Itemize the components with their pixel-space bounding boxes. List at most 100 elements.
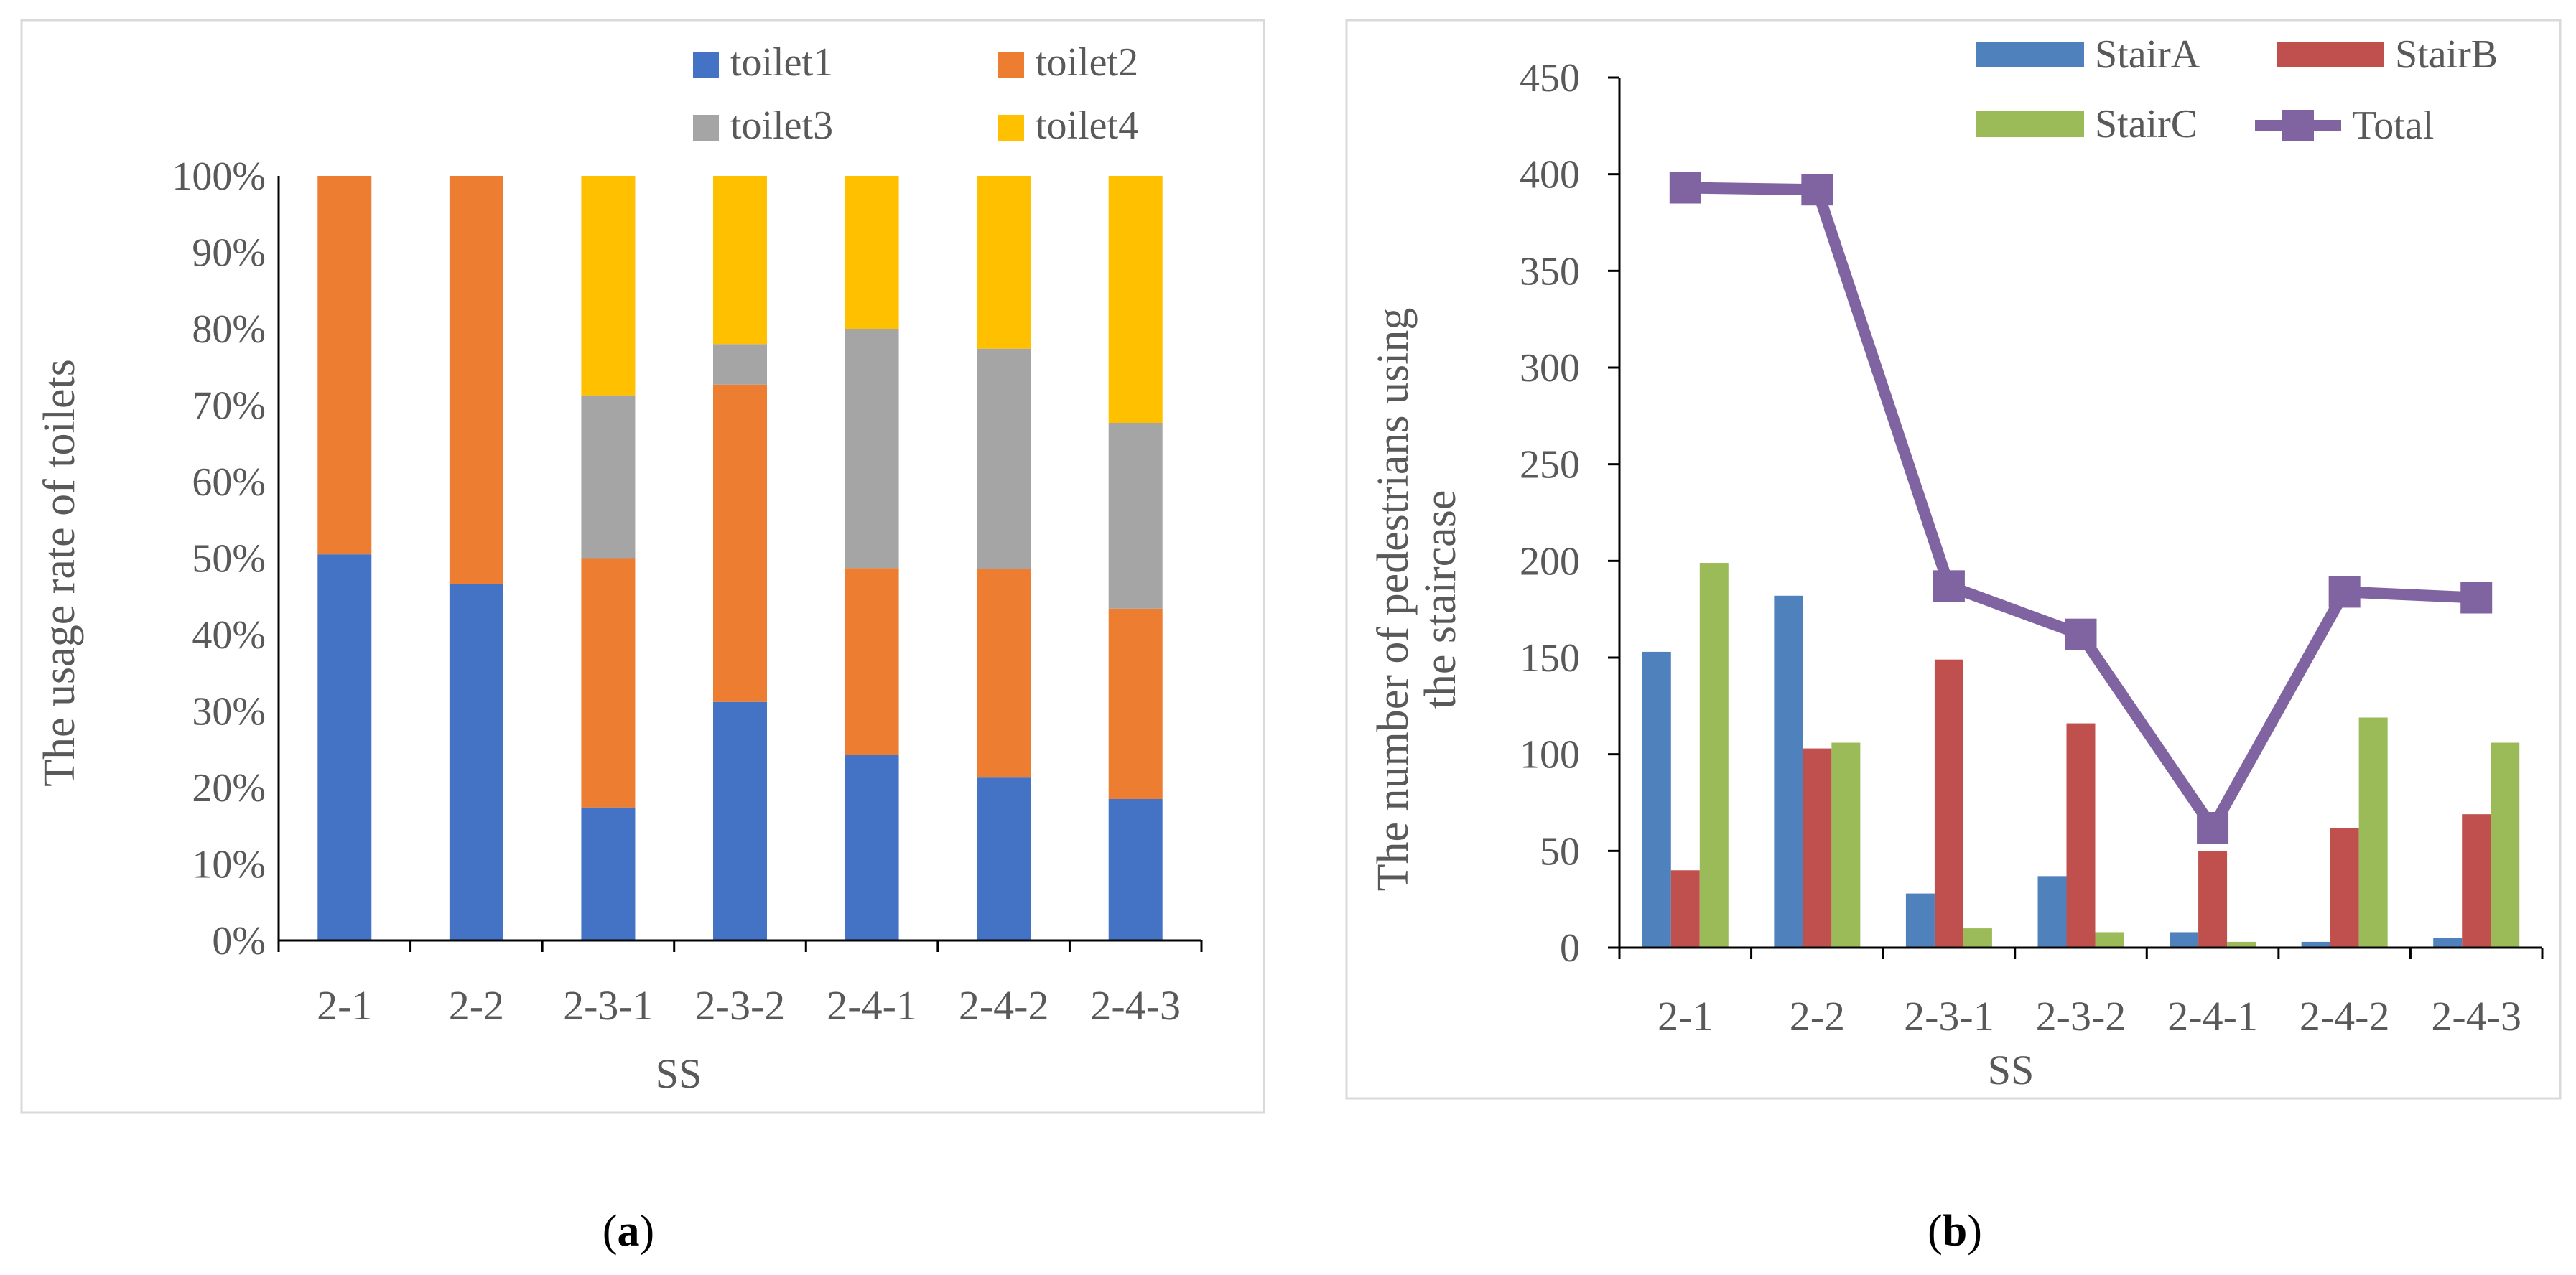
legend-swatch-StairA [1976, 42, 2084, 67]
bar-StairC-2-4-3 [2491, 742, 2520, 948]
panel-a-letter-text: a [618, 1207, 640, 1256]
legend-label-Total: Total [2352, 103, 2434, 148]
y-tick-label: 10% [192, 843, 266, 887]
bar-StairB-2-4-2 [2330, 828, 2359, 948]
bar-StairB-2-3-2 [2066, 723, 2096, 948]
bar-StairB-2-3-1 [1934, 659, 1963, 948]
legend-label-StairC: StairC [2095, 102, 2198, 146]
x-tick-label: 2-3-2 [695, 982, 786, 1029]
legend-label-toilet2: toilet2 [1036, 40, 1138, 85]
bar-toilet2-2-3-2 [713, 384, 767, 702]
panel-b-x-axis-label: SS [1988, 1047, 2035, 1093]
bar-StairB-2-1 [1670, 870, 1700, 948]
y-tick-label: 100% [172, 154, 266, 199]
y-tick-label: 40% [192, 613, 266, 658]
y-tick-label: 0% [212, 919, 266, 963]
legend-label-StairB: StairB [2395, 32, 2498, 77]
bar-StairC-2-4-1 [2227, 941, 2256, 948]
panel-b-x-tick-labels: 2-1 2-2 2-3-1 2-3-2 2-4-1 2-4-2 2-4-3 [1657, 993, 2521, 1040]
panel-b-y-axis-label-line2: the staircase [1416, 490, 1465, 709]
panel-b-bars [1642, 563, 2520, 948]
x-tick-label: 2-3-1 [563, 982, 654, 1029]
bar-StairA-2-2 [1774, 595, 1803, 948]
bar-StairB-2-4-3 [2462, 814, 2491, 948]
y-tick-label: 20% [192, 766, 266, 811]
bar-toilet3-2-3-2 [713, 344, 767, 385]
bar-StairA-2-4-2 [2301, 941, 2330, 948]
y-tick-label: 150 [1520, 636, 1580, 681]
x-tick-label: 2-4-2 [959, 982, 1049, 1029]
panel-b-chart: StairA StairB StairC Total 0 50 100 150 200 250 3… [1345, 19, 2562, 1100]
legend-swatch-toilet4 [998, 115, 1024, 141]
x-tick-label: 2-4-3 [1090, 982, 1181, 1029]
bar-toilet1-2-1 [317, 554, 372, 940]
bar-StairC-2-4-2 [2358, 717, 2388, 948]
x-tick-label: 2-2 [449, 982, 504, 1029]
bar-toilet4-2-3-1 [581, 176, 636, 396]
bar-toilet1-2-4-3 [1108, 798, 1163, 940]
legend-label-toilet1: toilet1 [730, 40, 833, 85]
x-tick-label: 2-1 [317, 982, 372, 1029]
y-tick-label: 30% [192, 690, 266, 734]
bar-toilet1-2-4-2 [977, 777, 1031, 940]
panel-b-legend: StairA StairB StairC Total [1976, 32, 2498, 148]
bar-StairA-2-3-2 [2037, 876, 2067, 948]
marker-Total-2-1 [1669, 172, 1701, 204]
panel-a-bars [317, 176, 1163, 940]
y-tick-label: 50 [1540, 829, 1580, 874]
panel-a-chart: toilet1 toilet2 toilet3 toilet4 0% 10% 20% 30%… [20, 19, 1265, 1114]
x-tick-label: 2-4-1 [2167, 993, 2258, 1040]
y-tick-label: 400 [1520, 153, 1580, 197]
legend-swatch-toilet1 [693, 52, 719, 78]
bar-toilet3-2-4-1 [845, 329, 899, 569]
bar-toilet4-2-4-3 [1108, 176, 1163, 423]
bar-StairC-2-3-1 [1963, 928, 1992, 948]
x-tick-label: 2-1 [1657, 993, 1713, 1040]
legend-marker-Total [2282, 110, 2314, 141]
y-tick-label: 350 [1520, 249, 1580, 294]
panel-a-x-tick-labels: 2-1 2-2 2-3-1 2-3-2 2-4-1 2-4-2 2-4-3 [317, 982, 1181, 1029]
bar-toilet2-2-2 [449, 176, 503, 584]
bar-toilet3-2-3-1 [581, 395, 636, 559]
marker-Total-2-3-1 [1933, 570, 1965, 602]
legend-swatch-StairC [1976, 111, 2084, 137]
legend-swatch-toilet2 [998, 52, 1024, 78]
x-tick-label: 2-3-1 [1904, 993, 1994, 1040]
bar-toilet4-2-4-1 [845, 176, 899, 329]
bar-StairA-2-1 [1642, 651, 1671, 948]
marker-Total-2-2 [1801, 174, 1833, 206]
panel-a-letter: (a) [603, 1207, 654, 1256]
x-tick-label: 2-4-2 [2300, 993, 2390, 1040]
y-tick-label: 300 [1520, 346, 1580, 391]
bar-toilet1-2-4-1 [845, 755, 899, 940]
bar-toilet2-2-3-1 [581, 558, 636, 808]
panel-a-legend: toilet1 toilet2 toilet3 toilet4 [693, 40, 1138, 148]
panel-a-axes [277, 176, 1203, 952]
bar-StairC-2-3-2 [2095, 932, 2124, 948]
x-tick-label: 2-3-2 [2036, 993, 2126, 1040]
panel-b-y-axis-label-line1: The number of pedestrians using [1369, 308, 1418, 892]
bar-toilet2-2-1 [317, 176, 372, 555]
legend-label-toilet4: toilet4 [1036, 103, 1138, 148]
bar-toilet2-2-4-1 [845, 568, 899, 755]
x-tick-label: 2-4-3 [2431, 993, 2521, 1040]
bar-toilet1-2-3-1 [581, 807, 636, 940]
legend-swatch-toilet3 [693, 115, 719, 141]
y-tick-label: 60% [192, 460, 266, 505]
panel-a-frame [20, 19, 1265, 1114]
bar-toilet2-2-4-3 [1108, 608, 1163, 799]
y-tick-label: 200 [1520, 539, 1580, 584]
marker-Total-2-4-2 [2328, 576, 2361, 608]
y-tick-label: 450 [1520, 56, 1580, 101]
bar-toilet4-2-4-2 [977, 176, 1031, 349]
panel-b-total-line [1669, 172, 2493, 844]
marker-Total-2-4-1 [2197, 812, 2229, 844]
bar-StairA-2-4-3 [2433, 938, 2463, 948]
x-tick-label: 2-4-1 [827, 982, 917, 1029]
bar-StairC-2-2 [1831, 742, 1861, 948]
y-tick-label: 250 [1520, 443, 1580, 487]
panel-b-y-tick-labels: 0 50 100 150 200 250 300 350 400 450 [1520, 56, 1580, 971]
bar-StairB-2-2 [1803, 748, 1832, 948]
bar-toilet2-2-4-2 [977, 569, 1031, 778]
